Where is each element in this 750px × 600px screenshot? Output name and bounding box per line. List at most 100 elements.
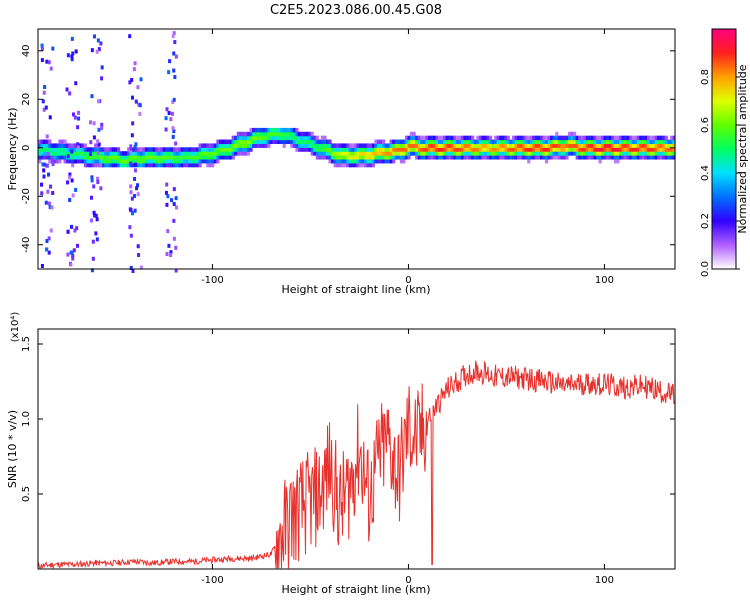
- heatmap-cell: [302, 135, 307, 141]
- heatmap-cell: [295, 131, 299, 137]
- heatmap-cell: [170, 147, 174, 152]
- heatmap-cell: [504, 151, 508, 156]
- heatmap-cell: [174, 141, 178, 146]
- heatmap-cell: [624, 151, 628, 156]
- heatmap-cell: [394, 155, 398, 160]
- heatmap-cell: [262, 131, 266, 137]
- heatmap-cell: [234, 135, 238, 141]
- heatmap-cell: [427, 143, 431, 148]
- heatmap-cell: [137, 147, 141, 152]
- heatmap-cell: [174, 268, 178, 273]
- heatmap-cell: [384, 143, 388, 148]
- heatmap-cell: [468, 135, 472, 141]
- heatmap-cell: [246, 135, 251, 141]
- heatmap-cell: [48, 139, 52, 145]
- heatmap-cell: [142, 162, 146, 168]
- heatmap-cell: [499, 143, 503, 148]
- heatmap-cell: [195, 162, 200, 168]
- heatmap-cell: [63, 147, 67, 152]
- heatmap-cell: [578, 139, 582, 145]
- heatmap-cell: [147, 151, 151, 156]
- heatmap-cell: [636, 151, 640, 156]
- heatmap-cell: [167, 70, 171, 75]
- heatmap-cell: [606, 143, 610, 148]
- heatmap-cell: [369, 158, 373, 164]
- heatmap-cell: [336, 155, 340, 160]
- heatmap-cell: [412, 151, 416, 156]
- heatmap-cell: [669, 143, 674, 148]
- heatmap-cell: [588, 135, 592, 141]
- heatmap-cell: [616, 151, 620, 156]
- heatmap-cell: [175, 155, 179, 160]
- heatmap-cell: [89, 195, 93, 200]
- heatmap-cell: [471, 139, 475, 145]
- colorbar-tick-label: 0.2: [700, 213, 711, 229]
- heatmap-cell: [603, 139, 607, 145]
- heatmap-cell: [130, 196, 134, 201]
- heatmap-cell: [190, 147, 195, 152]
- heatmap-cell: [596, 143, 600, 148]
- heatmap-cell: [218, 143, 223, 148]
- heatmap-cell: [338, 151, 342, 156]
- heatmap-cell: [601, 147, 605, 152]
- heatmap-cell: [166, 194, 170, 199]
- heatmap-cell: [213, 158, 217, 164]
- heatmap-cell: [565, 151, 569, 156]
- heatmap-cell: [496, 155, 500, 160]
- heatmap-cell: [458, 151, 462, 156]
- heatmap-cell: [170, 162, 174, 168]
- heatmap-cell: [114, 162, 118, 168]
- heatmap-cell: [659, 139, 663, 145]
- heatmap-cell: [399, 143, 403, 148]
- heatmap-cell: [94, 151, 98, 156]
- heatmap-cell: [259, 139, 263, 145]
- heatmap-cell: [48, 143, 52, 148]
- heatmap-cell: [374, 139, 378, 145]
- heatmap-cell: [172, 236, 176, 241]
- heatmap-cell: [662, 155, 666, 160]
- heatmap-cell: [287, 139, 291, 145]
- heatmap-cell: [455, 155, 460, 160]
- heatmap-cell: [188, 151, 192, 156]
- heatmap-cell: [50, 151, 54, 156]
- heatmap-cell: [68, 151, 72, 156]
- heatmap-cell: [529, 139, 533, 145]
- heatmap-cell: [170, 198, 174, 203]
- heatmap-cell: [76, 142, 80, 147]
- heatmap-cell: [75, 226, 79, 231]
- heatmap-cell: [180, 155, 184, 160]
- heatmap-cell: [404, 139, 409, 145]
- heatmap-cell: [466, 151, 470, 156]
- heatmap-cell: [246, 139, 251, 145]
- heatmap-cell: [494, 139, 498, 145]
- heatmap-cell: [539, 135, 544, 141]
- heatmap-cell: [504, 139, 508, 145]
- heatmap-cell: [560, 147, 564, 152]
- heatmap-cell: [351, 147, 355, 152]
- heatmap-cell: [252, 135, 256, 141]
- heatmap-cell: [331, 147, 335, 152]
- heatmap-cell: [305, 147, 309, 152]
- heatmap-cell: [106, 147, 110, 152]
- heatmap-cell: [100, 126, 104, 131]
- heatmap-cell: [254, 127, 258, 133]
- heatmap-cell: [157, 155, 161, 160]
- heatmap-cell: [318, 147, 322, 152]
- heatmap-cell: [598, 158, 602, 164]
- heatmap-cell: [381, 147, 386, 152]
- heatmap-cell: [399, 147, 403, 152]
- heatmap-cell: [47, 172, 51, 177]
- heatmap-cell: [50, 156, 54, 161]
- heatmap-cell: [111, 151, 116, 156]
- heatmap-cell: [450, 143, 454, 148]
- heatmap-cell: [188, 147, 192, 152]
- heatmap-cell: [427, 135, 431, 141]
- heatmap-cell: [318, 139, 322, 145]
- heatmap-cell: [252, 127, 256, 133]
- heatmap-cell: [445, 155, 449, 160]
- heatmap-cell: [486, 135, 490, 141]
- heatmap-cell: [48, 147, 52, 152]
- heatmap-cell: [190, 151, 195, 156]
- heatmap-cell: [534, 155, 539, 160]
- heatmap-cell: [397, 155, 401, 160]
